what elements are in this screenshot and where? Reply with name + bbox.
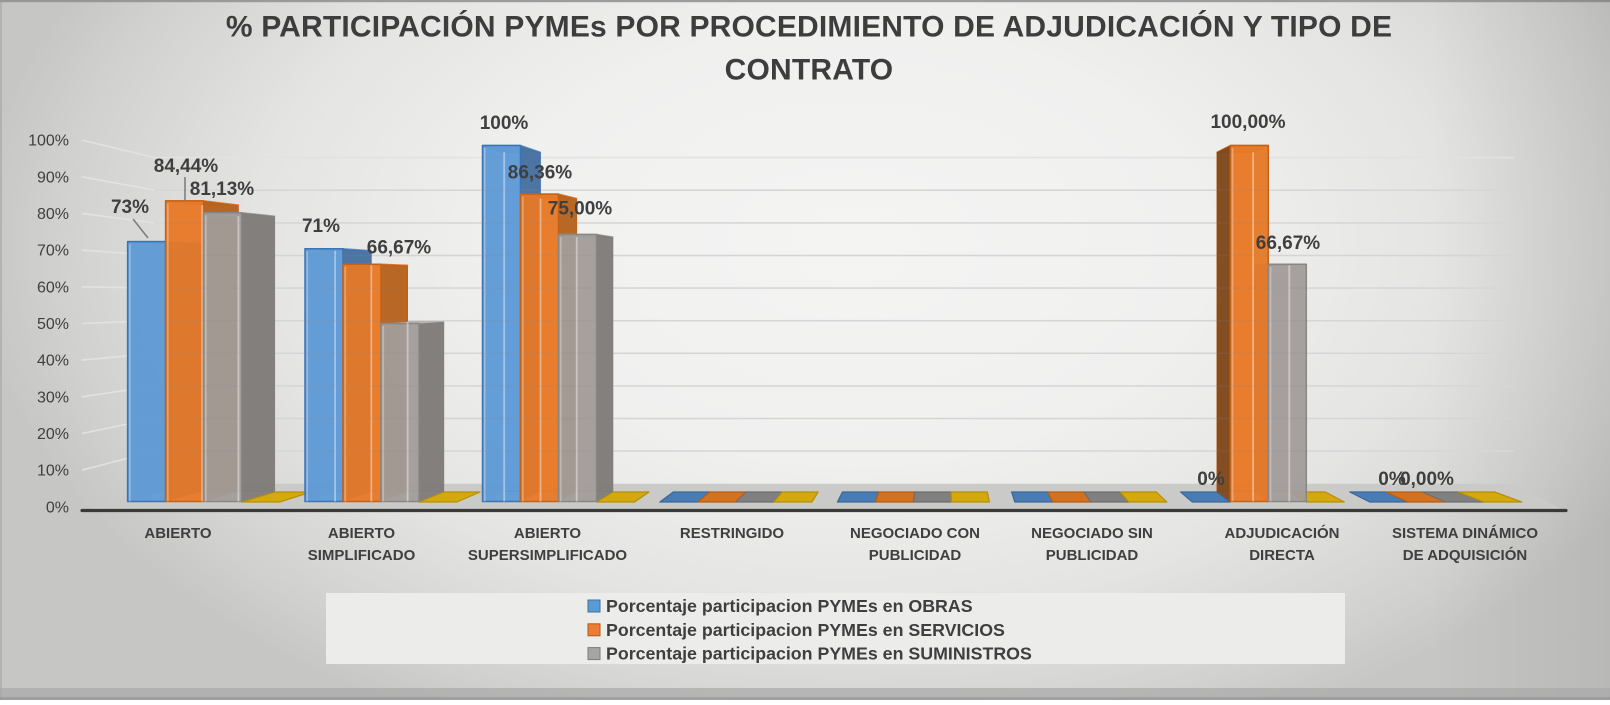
svg-text:DIRECTA: DIRECTA [1249, 547, 1315, 564]
svg-text:70%: 70% [37, 243, 69, 260]
svg-text:PUBLICIDAD: PUBLICIDAD [1046, 547, 1139, 564]
svg-text:RESTRINGIDO: RESTRINGIDO [680, 525, 785, 542]
svg-text:Porcentaje participacion PYMEs: Porcentaje participacion PYMEs en SERVIC… [606, 620, 1005, 640]
svg-text:75,00%: 75,00% [548, 199, 613, 220]
svg-text:PUBLICIDAD: PUBLICIDAD [869, 547, 962, 564]
svg-text:Porcentaje participacion PYMEs: Porcentaje participacion PYMEs en OBRAS [606, 596, 973, 616]
svg-text:SISTEMA DINÁMICO: SISTEMA DINÁMICO [1392, 525, 1538, 542]
svg-text:40%: 40% [37, 353, 69, 370]
svg-text:30%: 30% [37, 389, 69, 406]
svg-text:ABIERTO: ABIERTO [328, 525, 396, 542]
svg-text:86,36%: 86,36% [508, 163, 573, 184]
svg-text:SIMPLIFICADO: SIMPLIFICADO [308, 547, 416, 564]
svg-text:ABIERTO: ABIERTO [144, 525, 212, 542]
svg-text:66,67%: 66,67% [367, 238, 432, 259]
svg-text:0%: 0% [46, 499, 69, 516]
svg-text:NEGOCIADO CON: NEGOCIADO CON [850, 525, 980, 542]
svg-text:0,00%: 0,00% [1400, 469, 1454, 490]
svg-text:ADJUDICACIÓN: ADJUDICACIÓN [1224, 524, 1339, 542]
svg-text:DE ADQUISICIÓN: DE ADQUISICIÓN [1403, 546, 1527, 564]
svg-text:80%: 80% [37, 206, 69, 223]
svg-text:SUPERSIMPLIFICADO: SUPERSIMPLIFICADO [468, 547, 628, 564]
svg-text:73%: 73% [111, 197, 149, 218]
svg-text:100,00%: 100,00% [1210, 112, 1285, 133]
svg-text:CONTRATO: CONTRATO [725, 54, 894, 87]
svg-text:10%: 10% [37, 463, 69, 480]
svg-text:20%: 20% [37, 426, 69, 443]
svg-text:ABIERTO: ABIERTO [514, 525, 582, 542]
svg-text:NEGOCIADO SIN: NEGOCIADO SIN [1031, 525, 1153, 542]
svg-text:71%: 71% [302, 216, 340, 237]
svg-text:Porcentaje participacion PYMEs: Porcentaje participacion PYMEs en SUMINI… [606, 644, 1032, 664]
svg-text:100%: 100% [28, 133, 69, 150]
svg-text:100%: 100% [480, 113, 529, 134]
svg-text:81,13%: 81,13% [190, 179, 255, 200]
svg-text:% PARTICIPACIÓN PYMEs POR PROC: % PARTICIPACIÓN PYMEs POR PROCEDIMIENTO … [226, 10, 1392, 44]
svg-text:60%: 60% [37, 279, 69, 296]
svg-text:0%: 0% [1197, 469, 1225, 490]
svg-text:0%: 0% [1378, 469, 1406, 490]
svg-text:50%: 50% [37, 316, 69, 333]
svg-text:90%: 90% [37, 169, 69, 186]
svg-text:84,44%: 84,44% [154, 156, 219, 177]
svg-text:66,67%: 66,67% [1256, 233, 1321, 254]
